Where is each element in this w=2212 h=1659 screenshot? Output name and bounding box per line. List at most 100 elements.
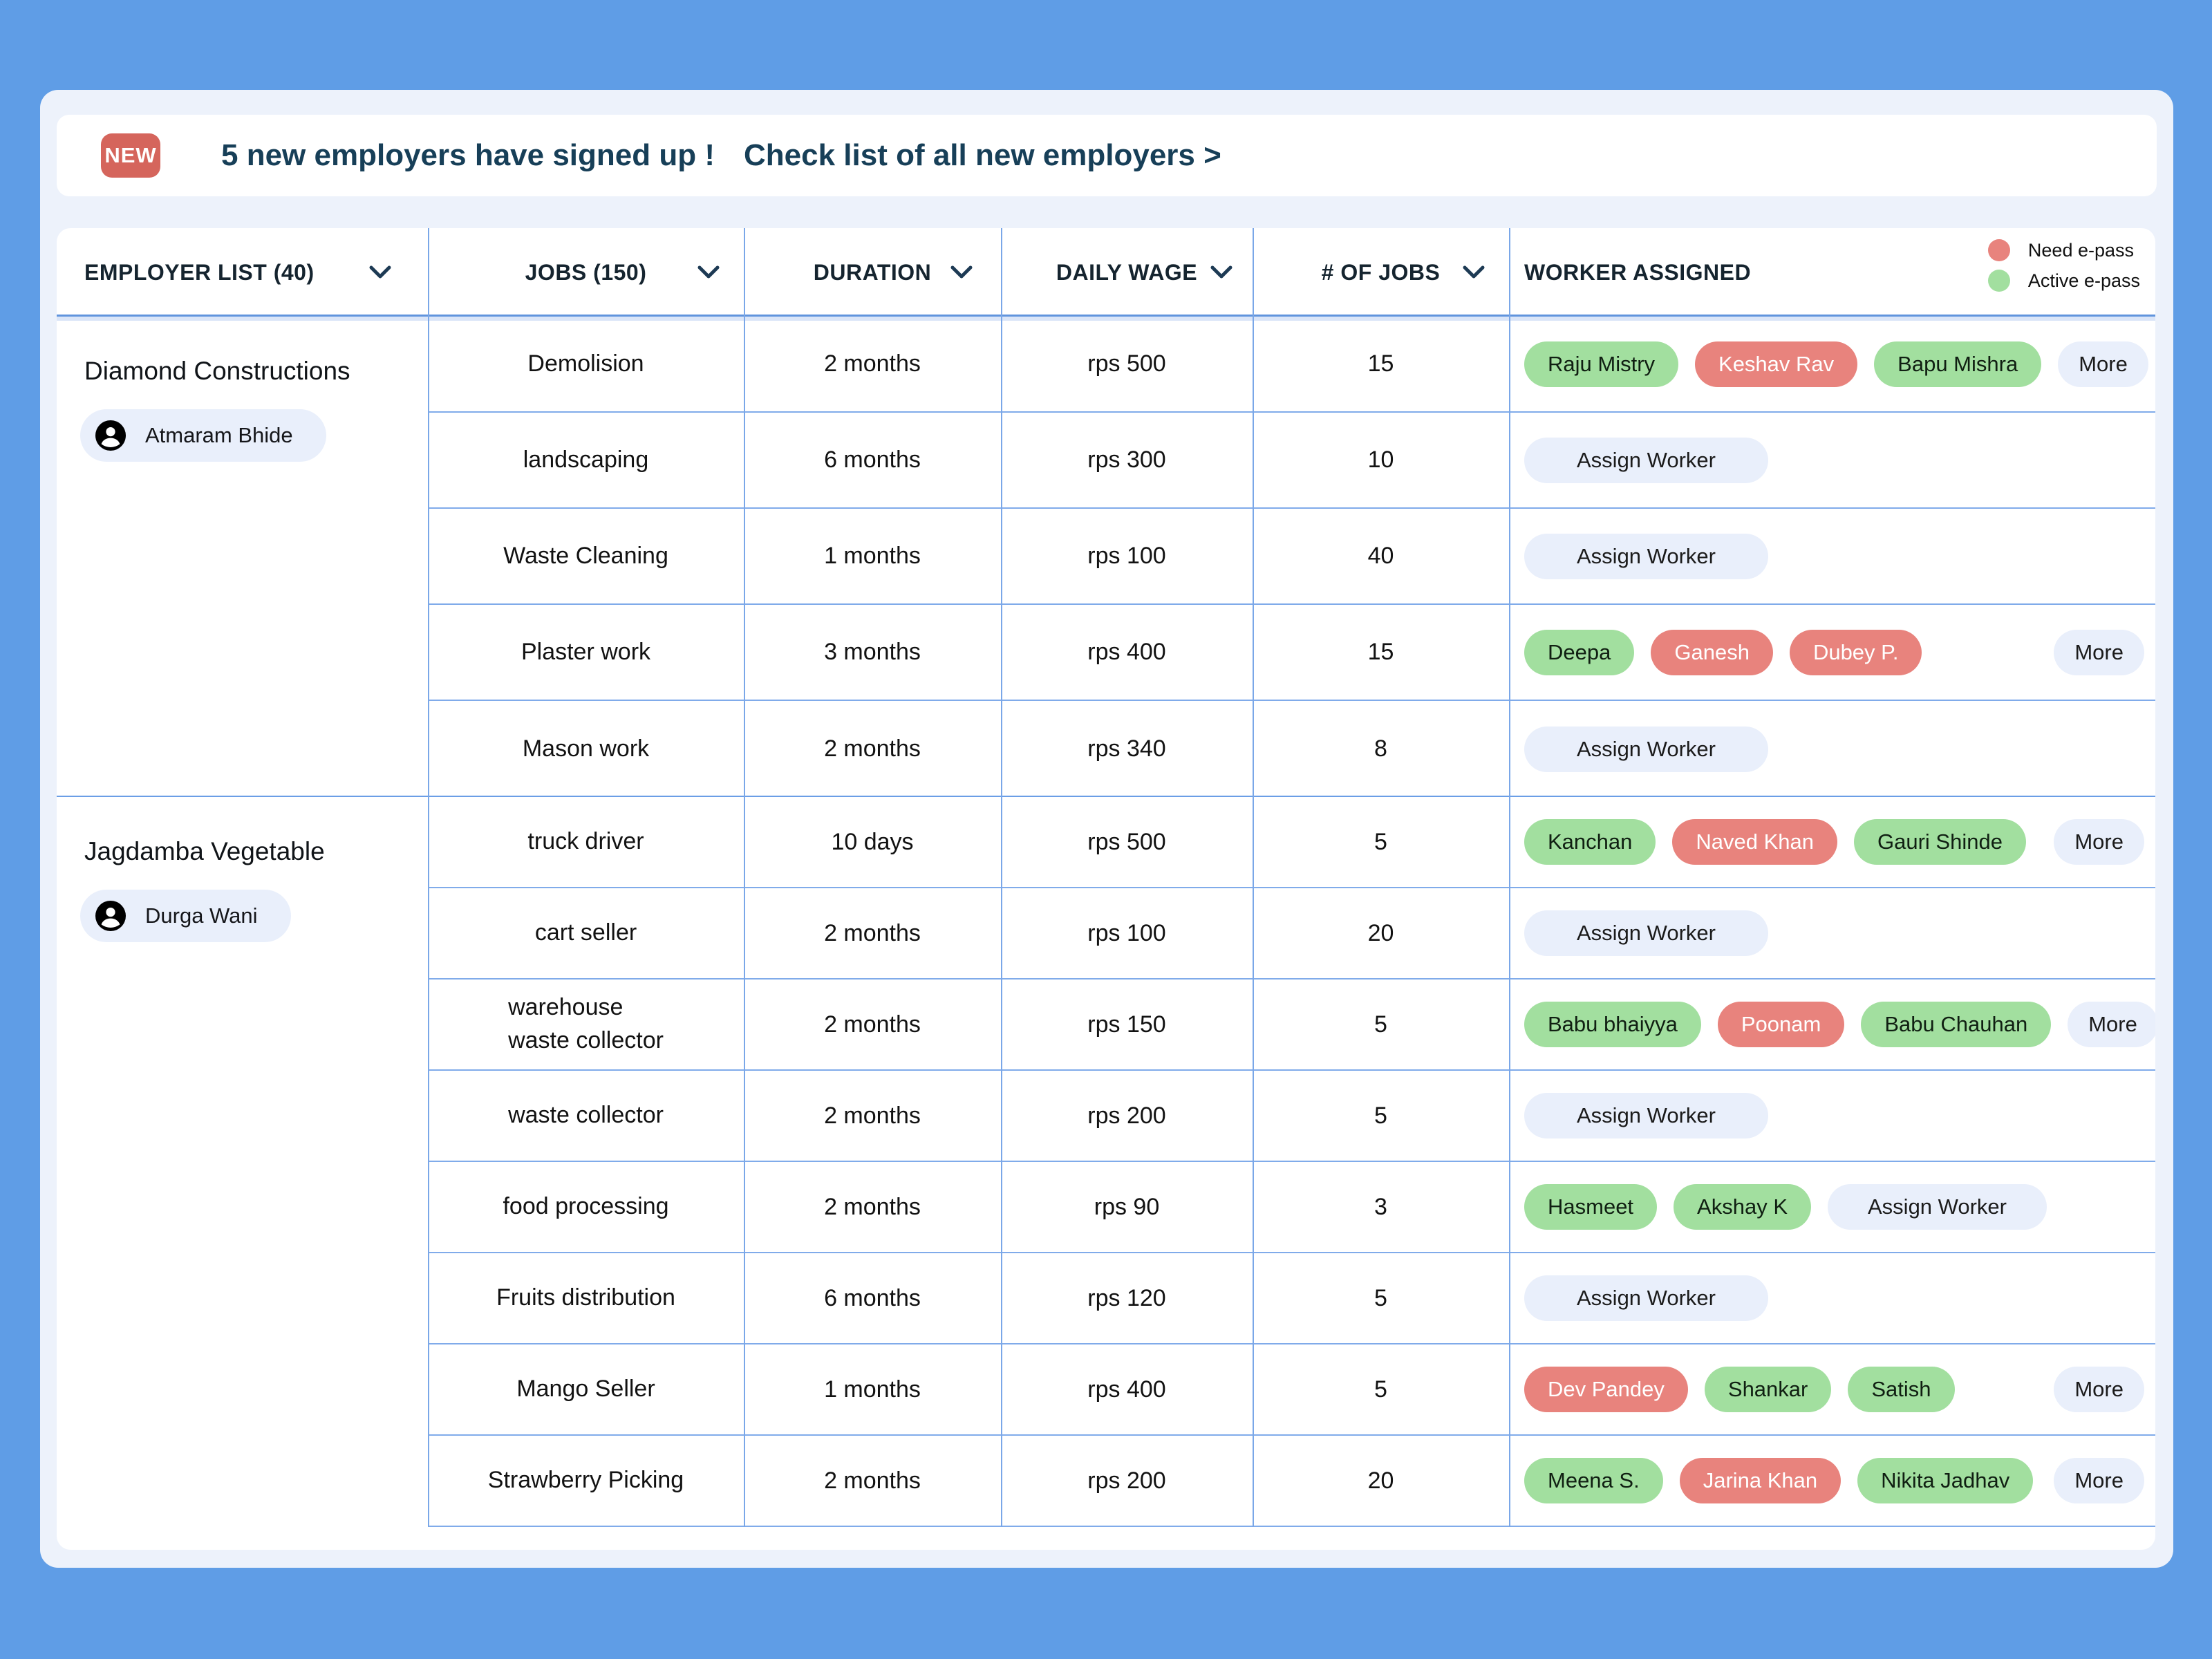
daily-wage-cell: rps 200 xyxy=(1087,1467,1166,1494)
worker-assigned-cell: Babu bhaiyya Poonam Babu Chauhan More xyxy=(1509,980,2155,1069)
worker-pill[interactable]: Dubey P. xyxy=(1789,629,1922,675)
worker-pill[interactable]: Akshay K xyxy=(1674,1184,1811,1230)
employer-name: Diamond Constructions xyxy=(84,357,350,385)
worker-pill[interactable]: Ganesh xyxy=(1651,629,1773,675)
worker-pill[interactable]: Keshav Rav xyxy=(1695,341,1858,387)
daily-wage-cell: rps 90 xyxy=(1094,1193,1160,1220)
worker-pill[interactable]: Gauri Shinde xyxy=(1854,819,2026,865)
job-cell: Fruits distribution xyxy=(496,1284,675,1311)
table-row: Waste Cleaning 1 months rps 100 40 Assign Wo… xyxy=(428,509,2155,605)
worker-pill[interactable]: Nikita Jadhav xyxy=(1857,1458,2034,1503)
worker-assigned-cell: Hasmeet Akshay K Assign Worker xyxy=(1509,1162,2155,1252)
worker-pill[interactable]: Hasmeet xyxy=(1524,1184,1658,1230)
column-label: JOBS (150) xyxy=(525,259,647,285)
job-count-cell: 40 xyxy=(1367,543,1394,569)
employer-contact-name: Durga Wani xyxy=(145,903,258,928)
chevron-down-icon[interactable] xyxy=(1210,265,1233,280)
job-count-cell: 15 xyxy=(1367,350,1394,377)
assign-worker-button[interactable]: Assign Worker xyxy=(1828,1184,2047,1230)
column-label: EMPLOYER LIST (40) xyxy=(84,259,315,285)
worker-pill[interactable]: Babu Chauhan xyxy=(1861,1002,2052,1047)
duration-cell: 2 months xyxy=(824,919,921,946)
daily-wage-cell: rps 150 xyxy=(1087,1011,1166,1038)
active-epass-dot xyxy=(1987,270,2010,292)
duration-cell: 2 months xyxy=(824,1193,921,1220)
worker-pill[interactable]: Satish xyxy=(1848,1367,1955,1412)
assign-worker-button[interactable]: Assign Worker xyxy=(1524,1093,1768,1138)
worker-assigned-cell: Kanchan Naved Khan Gauri Shinde More xyxy=(1509,797,2155,887)
worker-assigned-cell: Assign Worker xyxy=(1509,1071,2155,1161)
duration-cell: 2 months xyxy=(824,735,921,762)
legend-item-need-epass: Need e-pass xyxy=(1987,239,2140,261)
worker-pill[interactable]: Meena S. xyxy=(1524,1458,1663,1503)
table-header: EMPLOYER LIST (40) JOBS (150) DURATION D… xyxy=(57,228,2155,317)
column-divider xyxy=(1509,228,1510,1527)
column-divider xyxy=(428,228,429,1527)
column-header-employer-list[interactable]: EMPLOYER LIST (40) xyxy=(57,228,428,317)
worker-pill[interactable]: Naved Khan xyxy=(1672,819,1838,865)
worker-pill[interactable]: Shankar xyxy=(1704,1367,1832,1412)
job-cell: warehouse waste collector xyxy=(508,994,664,1053)
assign-worker-button[interactable]: Assign Worker xyxy=(1524,437,1768,483)
chevron-down-icon[interactable] xyxy=(368,265,392,280)
column-divider xyxy=(1253,228,1254,1527)
more-button[interactable]: More xyxy=(2054,1367,2144,1412)
employer-jobs-table: EMPLOYER LIST (40) JOBS (150) DURATION D… xyxy=(57,228,2155,1550)
job-count-cell: 5 xyxy=(1374,1102,1387,1129)
employer-contact-name: Atmaram Bhide xyxy=(145,423,293,447)
worker-pill[interactable]: Bapu Mishra xyxy=(1874,341,2042,387)
employer-contact-chip[interactable]: Durga Wani xyxy=(80,890,291,942)
job-count-cell: 20 xyxy=(1367,919,1394,946)
table-row: truck driver 10 days rps 500 5 Kanchan Naved … xyxy=(428,797,2155,888)
main-panel: NEW 5 new employers have signed up ! Che… xyxy=(40,90,2173,1568)
duration-cell: 1 months xyxy=(824,1376,921,1403)
assign-worker-button[interactable]: Assign Worker xyxy=(1524,726,1768,772)
column-label: DURATION xyxy=(813,259,932,285)
rows-container: Demolision 2 months rps 500 15 Raju Mistry Ke… xyxy=(428,317,2155,797)
chevron-down-icon[interactable] xyxy=(1462,265,1485,280)
chevron-down-icon[interactable] xyxy=(950,265,973,280)
worker-pill[interactable]: Dev Pandey xyxy=(1524,1367,1688,1412)
worker-pill[interactable]: Poonam xyxy=(1717,1002,1845,1047)
assign-worker-button[interactable]: Assign Worker xyxy=(1524,1275,1768,1321)
worker-pill[interactable]: Kanchan xyxy=(1524,819,1656,865)
daily-wage-cell: rps 340 xyxy=(1087,735,1166,762)
worker-pill[interactable]: Jarina Khan xyxy=(1679,1458,1841,1503)
daily-wage-cell: rps 500 xyxy=(1087,350,1166,377)
more-button[interactable]: More xyxy=(2068,1002,2155,1047)
job-count-cell: 5 xyxy=(1374,828,1387,855)
banner-link[interactable]: Check list of all new employers > xyxy=(744,138,1221,172)
worker-pill[interactable]: Raju Mistry xyxy=(1524,341,1679,387)
job-cell: Mango Seller xyxy=(516,1376,655,1403)
job-count-cell: 3 xyxy=(1374,1193,1387,1220)
job-count-cell: 5 xyxy=(1374,1376,1387,1403)
column-header-jobs[interactable]: JOBS (150) xyxy=(428,228,744,317)
more-button[interactable]: More xyxy=(2058,341,2148,387)
column-header-duration[interactable]: DURATION xyxy=(744,228,1001,317)
table-row: Plaster work 3 months rps 400 15 Deepa Ganesh… xyxy=(428,605,2155,701)
job-count-cell: 15 xyxy=(1367,639,1394,665)
daily-wage-cell: rps 400 xyxy=(1087,1376,1166,1403)
need-epass-dot xyxy=(1987,239,2010,261)
worker-assigned-cell: Assign Worker xyxy=(1509,888,2155,978)
more-button[interactable]: More xyxy=(2054,1458,2144,1503)
job-cell: Demolision xyxy=(527,350,644,377)
person-icon xyxy=(95,420,126,451)
assign-worker-button[interactable]: Assign Worker xyxy=(1524,910,1768,956)
column-header-daily-wage[interactable]: DAILY WAGE xyxy=(1001,228,1253,317)
job-cell: cart seller xyxy=(534,919,637,946)
job-cell: waste collector xyxy=(508,1102,664,1129)
legend-item-active-epass: Active e-pass xyxy=(1987,270,2140,292)
chevron-down-icon[interactable] xyxy=(697,265,720,280)
worker-pill[interactable]: Babu bhaiyya xyxy=(1524,1002,1701,1047)
more-button[interactable]: More xyxy=(2054,819,2144,865)
column-label: WORKER ASSIGNED xyxy=(1524,259,1752,285)
column-divider xyxy=(744,228,745,1527)
worker-pill[interactable]: Deepa xyxy=(1524,629,1635,675)
more-button[interactable]: More xyxy=(2054,629,2144,675)
employer-contact-chip[interactable]: Atmaram Bhide xyxy=(80,409,326,462)
table-row: Mango Seller 1 months rps 400 5 Dev Pandey Sh… xyxy=(428,1344,2155,1436)
assign-worker-button[interactable]: Assign Worker xyxy=(1524,533,1768,579)
column-header-number-of-jobs[interactable]: # OF JOBS xyxy=(1253,228,1509,317)
worker-assigned-cell: Deepa Ganesh Dubey P. More xyxy=(1509,605,2155,700)
